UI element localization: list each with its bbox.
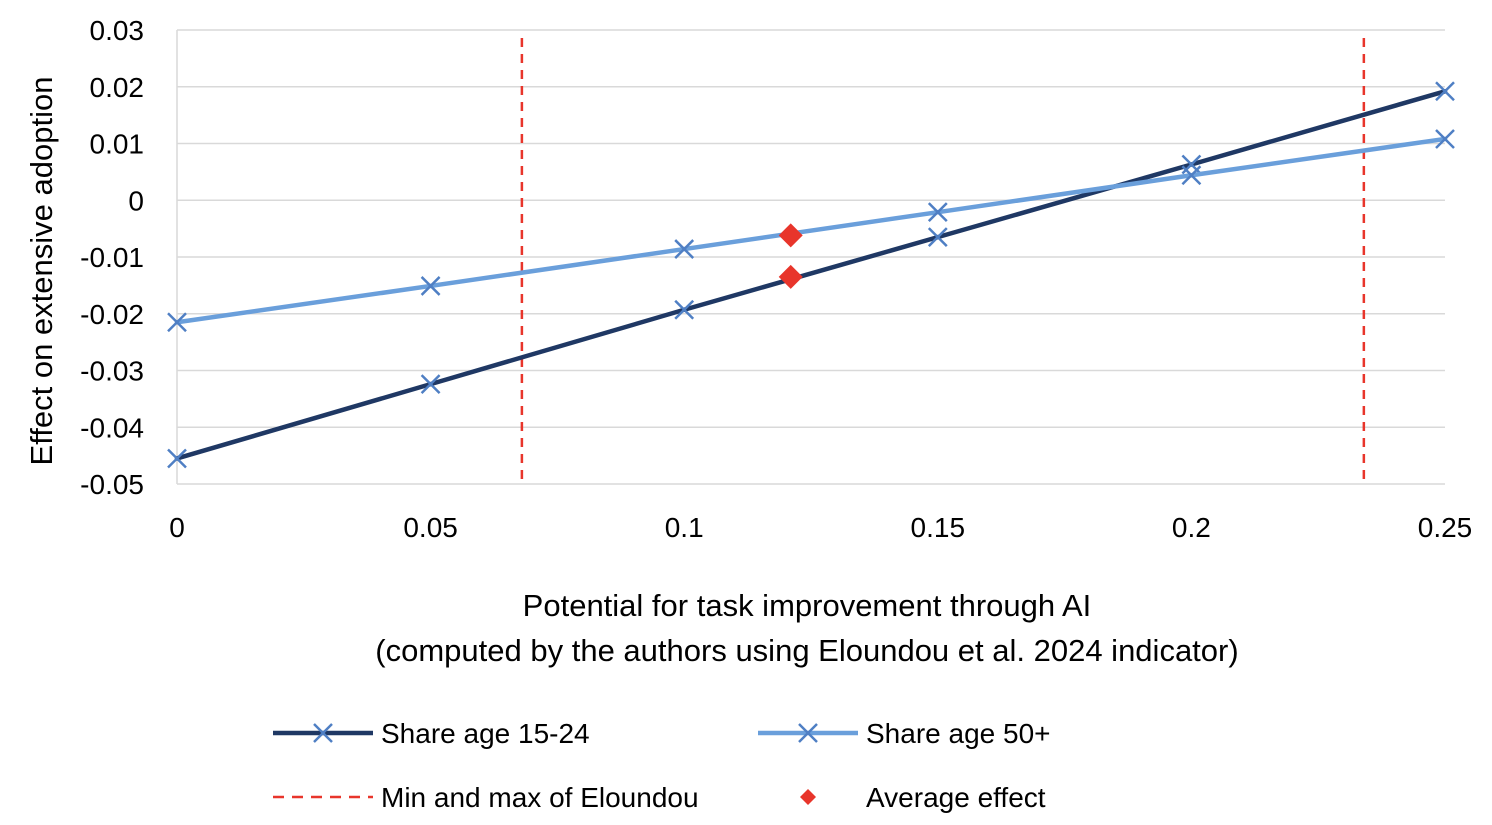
y-tick-label: 0: [128, 185, 144, 216]
data-point-marker: [420, 276, 441, 296]
y-tick-label: -0.02: [80, 299, 144, 330]
data-point-marker: [167, 448, 187, 469]
legend-diamond-swatch: [800, 789, 816, 805]
series-2: [167, 129, 1455, 333]
x-tick-label: 0: [169, 512, 185, 543]
reference-lines: [520, 38, 1366, 484]
data-point-marker: [927, 202, 948, 223]
y-tick-label: 0.03: [90, 15, 145, 46]
x-axis-title-line-1: Potential for task improvement through A…: [523, 588, 1092, 623]
data-point-marker: [1181, 165, 1202, 186]
legend-marker-swatch: [313, 723, 333, 743]
legend: Share age 15-24 Share age 50+ Min and max …: [273, 718, 1051, 813]
x-tick-label: 0.25: [1418, 512, 1473, 543]
x-axis-ticks: 0 0.05 0.1 0.15 0.2 0.25: [169, 512, 1472, 543]
x-tick-label: 0.05: [403, 512, 458, 543]
data-point-marker: [927, 227, 948, 248]
data-point-marker: [674, 239, 695, 259]
legend-marker-swatch: [798, 723, 818, 743]
legend-item: Share age 50+: [758, 718, 1051, 749]
legend-label: Share age 50+: [866, 718, 1051, 749]
series-1: [167, 81, 1455, 469]
legend-label: Share age 15-24: [381, 718, 590, 749]
series-line: [174, 89, 1448, 461]
legend-label: Min and max of Eloundou: [381, 782, 699, 813]
data-point-marker: [674, 299, 695, 320]
y-tick-label: 0.02: [90, 72, 145, 103]
y-axis-title: Effect on extensive adoption: [24, 77, 59, 466]
x-tick-label: 0.1: [665, 512, 704, 543]
data-point-marker: [167, 312, 187, 333]
y-tick-label: 0.01: [90, 129, 145, 160]
data-point-marker: [1435, 129, 1455, 149]
y-tick-label: -0.01: [80, 242, 144, 273]
series-line: [174, 136, 1448, 325]
legend-item: Share age 15-24: [273, 718, 590, 749]
y-axis-ticks: 0.03 0.02 0.01 0 -0.01 -0.02 -0.03 -0.04 -0.05: [80, 15, 144, 500]
legend-item: Min and max of Eloundou: [273, 782, 699, 813]
average-effect-marker: [778, 264, 803, 289]
legend-item: Average effect: [800, 782, 1046, 813]
x-axis-title-line-2: (computed by the authors using Eloundou …: [375, 633, 1238, 668]
average-effect-points: [778, 223, 803, 289]
x-tick-label: 0.15: [911, 512, 966, 543]
gridlines: [176, 29, 1445, 485]
series-lines: [167, 81, 1455, 469]
data-point-marker: [1435, 81, 1455, 102]
data-point-marker: [420, 374, 441, 395]
y-tick-label: -0.05: [80, 469, 144, 500]
legend-label: Average effect: [866, 782, 1046, 813]
y-tick-label: -0.04: [80, 412, 144, 443]
x-tick-label: 0.2: [1172, 512, 1211, 543]
average-effect-marker: [778, 223, 803, 248]
y-tick-label: -0.03: [80, 356, 144, 387]
